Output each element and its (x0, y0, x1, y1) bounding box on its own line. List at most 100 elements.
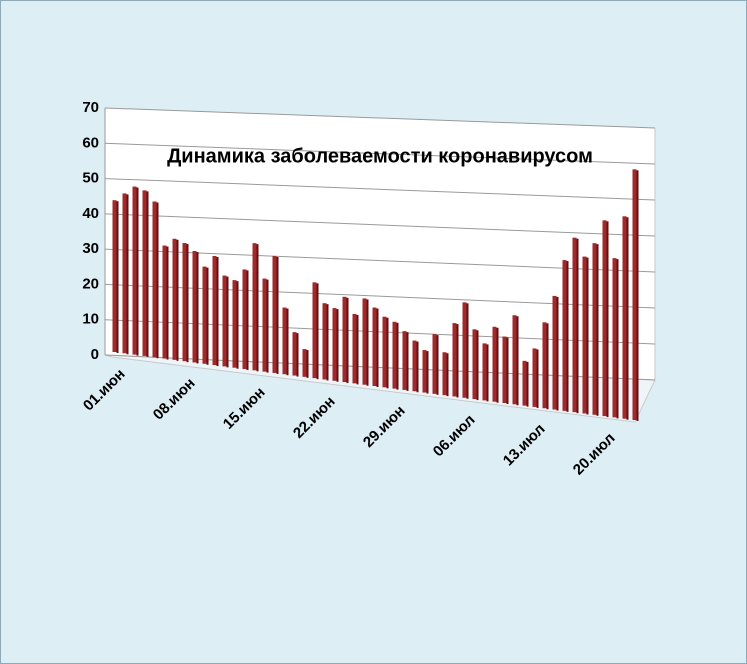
bar-side (366, 299, 369, 386)
bar-side (276, 256, 279, 374)
bar (222, 275, 227, 367)
bar (262, 278, 267, 372)
bar (622, 216, 627, 419)
bar-side (566, 261, 569, 412)
bar (212, 256, 217, 366)
bar-side (526, 361, 529, 407)
y-tick-label: 70 (82, 99, 99, 116)
bar-side (136, 187, 139, 356)
bar (432, 334, 437, 394)
bar (152, 201, 157, 358)
bar (282, 307, 287, 375)
bar (122, 193, 127, 354)
bar-side (636, 170, 639, 421)
bar-side (216, 257, 219, 367)
chart-title: Динамика заболеваемости коронавирусом (167, 145, 593, 167)
bars (112, 169, 639, 421)
bar-side (396, 322, 399, 390)
bar (142, 190, 147, 356)
y-tick-label: 40 (82, 205, 99, 222)
bar (232, 280, 237, 368)
bar-side (346, 297, 349, 384)
bar (572, 237, 577, 413)
bar (462, 302, 467, 398)
bar (292, 332, 297, 376)
grid-line (104, 107, 656, 129)
bar (342, 296, 347, 383)
bar (612, 258, 617, 418)
bar-side (226, 276, 229, 368)
bar (422, 350, 427, 393)
bar (322, 303, 327, 380)
bar (272, 255, 277, 373)
bar-side (536, 349, 539, 408)
bar-side (326, 304, 329, 381)
bar-side (426, 351, 429, 394)
bar-side (266, 279, 269, 373)
y-tick-label: 60 (82, 134, 99, 151)
bar (182, 243, 187, 362)
bar (382, 316, 387, 388)
bar-side (246, 270, 249, 370)
bar (252, 243, 257, 371)
bar-side (386, 317, 389, 389)
bar (362, 298, 367, 385)
bar-side (436, 335, 439, 395)
y-tick-label: 20 (82, 275, 99, 292)
bar (502, 336, 507, 403)
bar-side (146, 191, 149, 357)
bar-side (186, 244, 189, 363)
bar (522, 360, 527, 406)
bar (542, 322, 547, 409)
bar-side (476, 330, 479, 401)
bar-side (446, 353, 449, 397)
bar (632, 169, 637, 420)
bar (532, 348, 537, 407)
bar (482, 343, 487, 401)
bar (242, 269, 247, 369)
grid-line (104, 178, 656, 201)
bar (392, 321, 397, 389)
bar (492, 326, 497, 402)
bar-side (616, 259, 619, 419)
bar-side (176, 239, 179, 361)
bar-side (556, 296, 559, 411)
bar-side (306, 350, 309, 378)
bar (602, 220, 607, 417)
y-tick-label: 50 (82, 170, 99, 187)
bar-side (336, 309, 339, 382)
bar-side (626, 217, 629, 420)
bar (512, 315, 517, 405)
bar-side (196, 252, 199, 364)
bar-side (206, 267, 209, 365)
y-tick-label: 0 (91, 346, 99, 363)
bar (192, 251, 197, 363)
bar-side (496, 327, 499, 403)
grid-line (104, 142, 656, 165)
bar-side (576, 238, 579, 414)
bar-side (376, 308, 379, 387)
bar (172, 238, 177, 360)
bar (402, 331, 407, 390)
bar (452, 323, 457, 397)
bar (582, 256, 587, 414)
bar (312, 282, 317, 379)
bar-side (166, 246, 169, 360)
y-tick-label: 30 (82, 240, 99, 257)
bar-side (406, 332, 409, 391)
bar (132, 186, 137, 355)
bar (592, 243, 597, 415)
bar (352, 313, 357, 384)
grid-line (104, 213, 656, 237)
bar-side (506, 337, 509, 404)
bar (472, 329, 477, 400)
bar (412, 340, 417, 392)
bar-side (316, 283, 319, 380)
bar-side (286, 308, 289, 376)
bar-side (296, 333, 299, 377)
bar-side (256, 244, 259, 372)
bar (562, 260, 567, 411)
bar-side (356, 314, 359, 385)
bar-side (126, 194, 129, 355)
